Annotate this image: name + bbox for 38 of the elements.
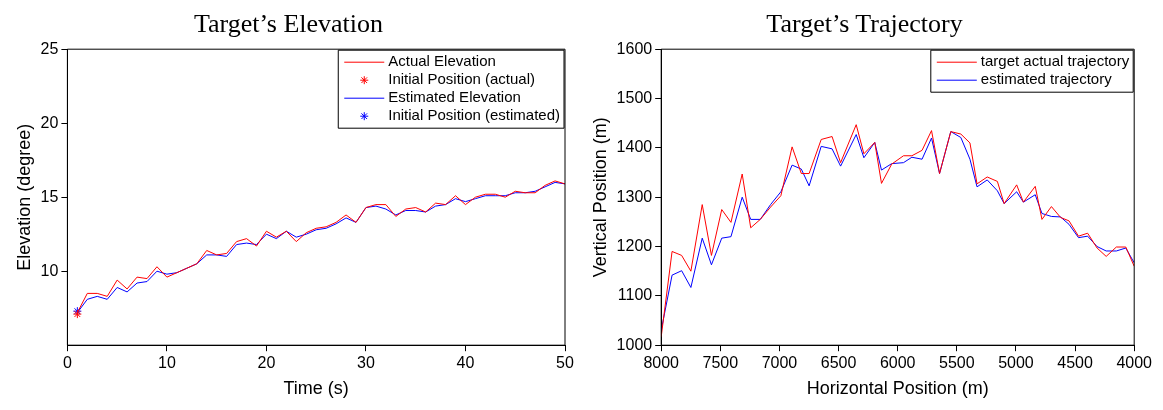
y-tick-label: 1600 bbox=[616, 39, 653, 57]
x-tick-label: 7000 bbox=[761, 354, 798, 372]
x-tick-label: 40 bbox=[456, 354, 475, 372]
legend-label: estimated trajectory bbox=[980, 70, 1113, 88]
legend-label: Initial Position (actual) bbox=[388, 70, 535, 88]
y-tick-label: 25 bbox=[40, 39, 59, 57]
x-tick-label: 6500 bbox=[820, 354, 857, 372]
x-tick-label: 50 bbox=[556, 354, 574, 372]
legend-label: Estimated Elevation bbox=[388, 88, 521, 106]
legend-label: target actual trajectory bbox=[980, 52, 1130, 70]
y-tick-label: 1300 bbox=[616, 187, 653, 205]
chart-title: Target’s Trajectory bbox=[766, 9, 963, 39]
x-tick-label: 0 bbox=[62, 354, 72, 372]
x-tick-label: 7500 bbox=[702, 354, 739, 372]
x-tick-label: 30 bbox=[357, 354, 375, 372]
y-tick-label: 1200 bbox=[616, 236, 653, 254]
x-tick-label: 4500 bbox=[1057, 354, 1093, 372]
y-tick-label: 1000 bbox=[616, 335, 653, 353]
x-tick-label: 8000 bbox=[643, 354, 680, 372]
y-tick-label: 1500 bbox=[616, 88, 653, 106]
y-tick-label: 15 bbox=[40, 187, 59, 205]
legend-label: Initial Position (estimated) bbox=[388, 106, 561, 124]
y-axis-title: Vertical Position (m) bbox=[589, 117, 610, 278]
x-tick-label: 4000 bbox=[1116, 354, 1153, 372]
y-tick-label: 1400 bbox=[616, 138, 653, 156]
x-axis-title: Horizontal Position (m) bbox=[806, 378, 989, 399]
x-tick-label: 20 bbox=[257, 354, 276, 372]
x-tick-label: 5000 bbox=[998, 354, 1034, 372]
legend-label: Actual Elevation bbox=[388, 52, 496, 70]
x-tick-label: 6000 bbox=[879, 354, 916, 372]
y-tick-label: 20 bbox=[40, 113, 59, 131]
y-tick-label: 10 bbox=[40, 261, 59, 279]
y-axis-title: Elevation (degree) bbox=[13, 123, 34, 271]
x-axis-title: Time (s) bbox=[283, 378, 349, 399]
x-tick-label: 10 bbox=[158, 354, 176, 372]
y-tick-label: 1100 bbox=[617, 286, 653, 304]
chart-title: Target’s Elevation bbox=[193, 9, 384, 39]
x-tick-label: 5500 bbox=[939, 354, 975, 372]
